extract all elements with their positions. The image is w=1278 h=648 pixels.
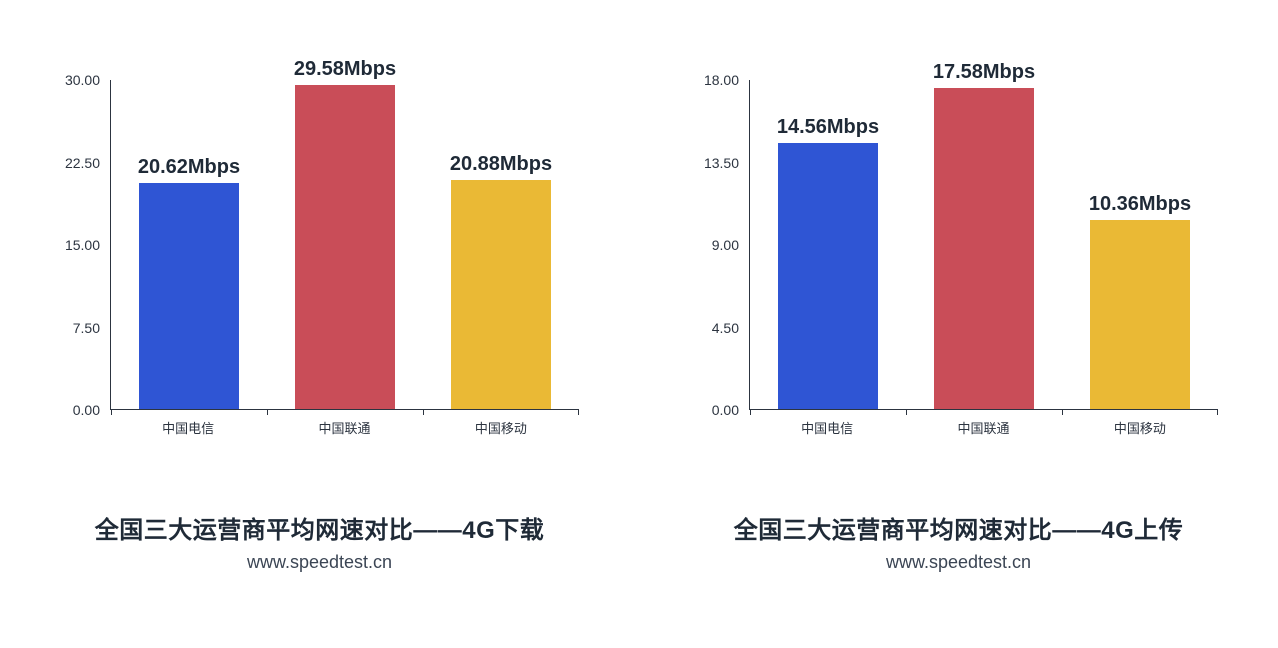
y-tick: 18.00: [704, 72, 739, 88]
bars-upload: 14.56Mbps 17.58Mbps 10.36Mbps: [750, 80, 1218, 409]
bar-china-telecom: 14.56Mbps: [778, 143, 878, 409]
plot-upload: 14.56Mbps 17.58Mbps 10.36Mbps: [749, 80, 1218, 410]
chart-subtitle-download: www.speedtest.cn: [0, 552, 639, 573]
y-tick: 0.00: [73, 402, 100, 418]
y-tick: 30.00: [65, 72, 100, 88]
bar-slot: 20.88Mbps: [423, 80, 579, 409]
bar-value-label: 20.62Mbps: [138, 156, 240, 183]
x-label: 中国移动: [423, 416, 579, 440]
bar-china-unicom: 29.58Mbps: [295, 85, 395, 409]
bar-china-unicom: 17.58Mbps: [934, 88, 1034, 409]
y-tick: 15.00: [65, 237, 100, 253]
bar-slot: 29.58Mbps: [267, 80, 423, 409]
panel-download: 30.00 22.50 15.00 7.50 0.00 20.62Mbps 29…: [0, 0, 639, 648]
y-tick: 22.50: [65, 155, 100, 171]
chart-upload: 18.00 13.50 9.00 4.50 0.00 14.56Mbps 17.…: [679, 80, 1238, 440]
chart-title-upload: 全国三大运营商平均网速对比——4G上传: [639, 510, 1278, 545]
plot-download: 20.62Mbps 29.58Mbps 20.88Mbps: [110, 80, 579, 410]
x-label: 中国联通: [905, 416, 1061, 440]
bar-value-label: 29.58Mbps: [294, 58, 396, 85]
x-label: 中国电信: [110, 416, 266, 440]
y-tick: 0.00: [712, 402, 739, 418]
y-axis-download: 30.00 22.50 15.00 7.50 0.00: [40, 80, 110, 410]
bar-china-telecom: 20.62Mbps: [139, 183, 239, 409]
x-axis-download: 中国电信 中国联通 中国移动: [110, 416, 579, 440]
x-label: 中国电信: [749, 416, 905, 440]
x-axis-upload: 中国电信 中国联通 中国移动: [749, 416, 1218, 440]
bar-value-label: 20.88Mbps: [450, 153, 552, 180]
bar-slot: 14.56Mbps: [750, 80, 906, 409]
bar-value-label: 10.36Mbps: [1089, 193, 1191, 220]
x-label: 中国移动: [1062, 416, 1218, 440]
bar-slot: 10.36Mbps: [1062, 80, 1218, 409]
bar-china-mobile: 20.88Mbps: [451, 180, 551, 409]
y-tick: 4.50: [712, 320, 739, 336]
bars-download: 20.62Mbps 29.58Mbps 20.88Mbps: [111, 80, 579, 409]
chart-title-download: 全国三大运营商平均网速对比——4G下载: [0, 510, 639, 545]
x-label: 中国联通: [266, 416, 422, 440]
chart-subtitle-upload: www.speedtest.cn: [639, 552, 1278, 573]
bar-china-mobile: 10.36Mbps: [1090, 220, 1190, 409]
chart-download: 30.00 22.50 15.00 7.50 0.00 20.62Mbps 29…: [40, 80, 599, 440]
panel-upload: 18.00 13.50 9.00 4.50 0.00 14.56Mbps 17.…: [639, 0, 1278, 648]
y-tick: 7.50: [73, 320, 100, 336]
y-tick: 9.00: [712, 237, 739, 253]
y-axis-upload: 18.00 13.50 9.00 4.50 0.00: [679, 80, 749, 410]
bar-slot: 17.58Mbps: [906, 80, 1062, 409]
panels-container: 30.00 22.50 15.00 7.50 0.00 20.62Mbps 29…: [0, 0, 1278, 648]
bar-value-label: 17.58Mbps: [933, 61, 1035, 88]
y-tick: 13.50: [704, 155, 739, 171]
bar-value-label: 14.56Mbps: [777, 116, 879, 143]
bar-slot: 20.62Mbps: [111, 80, 267, 409]
